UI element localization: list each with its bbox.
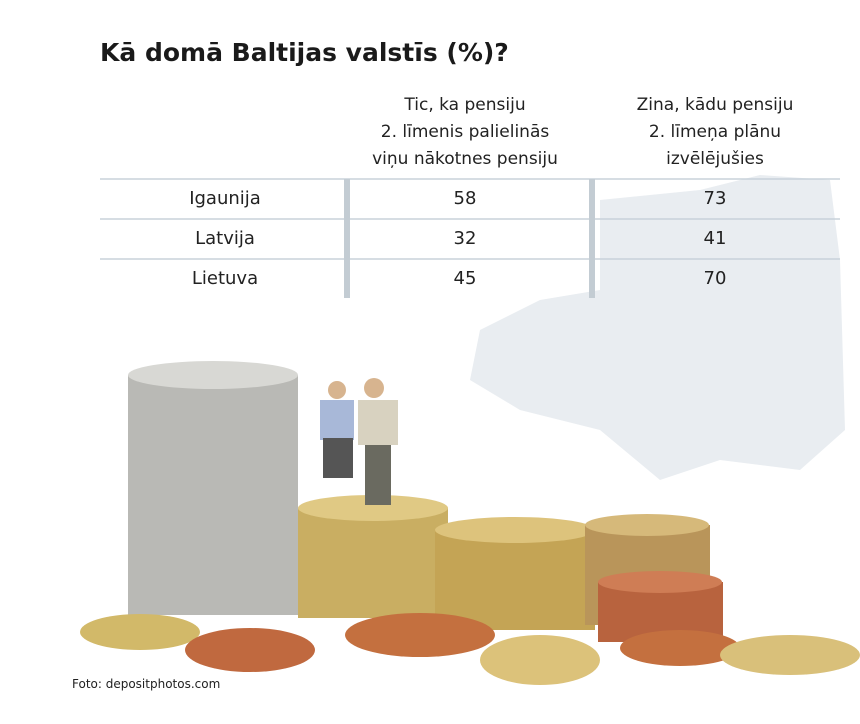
table-cell: 73 <box>703 188 727 209</box>
map-shape <box>470 175 845 480</box>
table-cell: 70 <box>703 268 727 289</box>
column-header: Tic, ka pensiju 2. līmenis palielinās vi… <box>372 95 558 169</box>
row-label: Igaunija <box>189 188 261 209</box>
title: Kā domā Baltijas valstīs (%)? <box>100 38 509 67</box>
photo-credit: Foto: depositphotos.com <box>72 677 221 691</box>
table-cell: 41 <box>703 228 727 249</box>
column-header: Zina, kādu pensiju 2. līmeņa plānu izvēl… <box>636 95 794 169</box>
table-cell: 58 <box>453 188 477 209</box>
table-cell: 32 <box>453 228 477 249</box>
row-label: Latvija <box>195 228 255 249</box>
coins <box>80 361 860 685</box>
table-lines <box>100 178 840 298</box>
figurines <box>320 378 398 505</box>
row-label: Lietuva <box>191 268 259 289</box>
table-cell: 45 <box>453 268 477 289</box>
